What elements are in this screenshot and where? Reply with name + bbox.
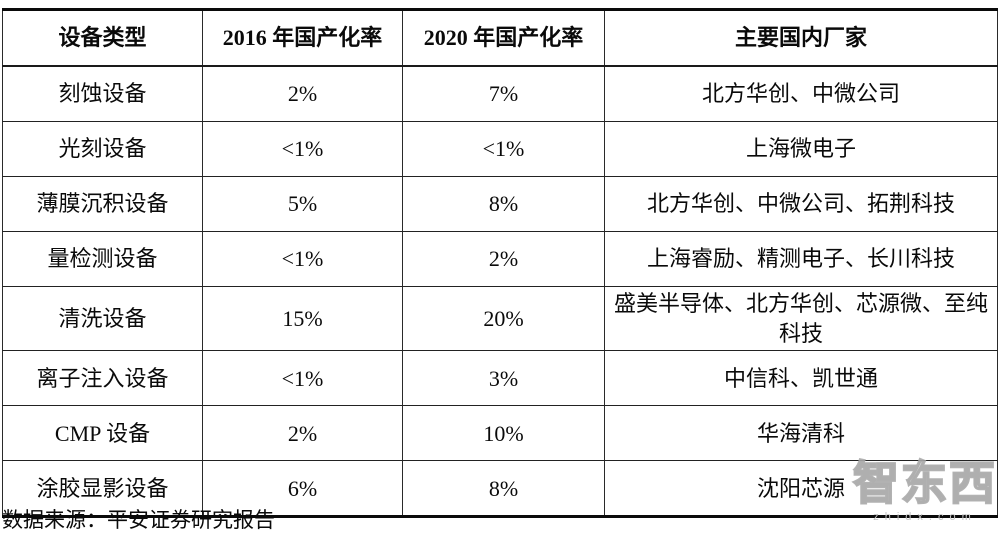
table-row: 清洗设备 15% 20% 盛美半导体、北方华创、芯源微、至纯科技: [2, 285, 998, 352]
cell-rate-2016: <1%: [202, 350, 403, 407]
cell-equipment-type: 刻蚀设备: [2, 65, 203, 122]
cell-rate-2020: 8%: [402, 176, 605, 232]
header-row: 设备类型 2016 年国产化率 2020 年国产化率 主要国内厂家: [2, 9, 998, 67]
cell-rate-2016: 2%: [202, 405, 403, 462]
table-row: 量检测设备 <1% 2% 上海睿励、精测电子、长川科技: [2, 231, 998, 287]
cell-equipment-type: 清洗设备: [2, 285, 203, 352]
cell-rate-2016: 15%: [202, 285, 403, 352]
cell-rate-2016: <1%: [202, 231, 403, 287]
cell-vendors: 北方华创、中微公司: [604, 65, 998, 122]
cell-vendors: 盛美半导体、北方华创、芯源微、至纯科技: [604, 285, 998, 352]
cell-equipment-type: CMP 设备: [2, 405, 203, 462]
cell-rate-2016: 2%: [202, 65, 403, 122]
cell-vendors: 华海清科: [604, 405, 998, 462]
cell-equipment-type: 薄膜沉积设备: [2, 176, 203, 232]
cell-vendors: 上海微电子: [604, 121, 998, 177]
cell-equipment-type: 涂胶显影设备: [2, 460, 203, 518]
cell-vendors: 沈阳芯源: [604, 460, 998, 518]
table-row: 涂胶显影设备 6% 8% 沈阳芯源: [2, 460, 998, 518]
table-row: CMP 设备 2% 10% 华海清科: [2, 405, 998, 462]
cell-rate-2016: 5%: [202, 176, 403, 232]
cell-rate-2020: 20%: [402, 285, 605, 352]
cell-equipment-type: 量检测设备: [2, 231, 203, 287]
equipment-localization-table: 设备类型 2016 年国产化率 2020 年国产化率 主要国内厂家 刻蚀设备 2…: [2, 8, 998, 519]
cell-vendors: 北方华创、中微公司、拓荆科技: [604, 176, 998, 232]
table-row: 光刻设备 <1% <1% 上海微电子: [2, 121, 998, 177]
cell-rate-2016: <1%: [202, 121, 403, 177]
cell-rate-2020: 8%: [402, 460, 605, 518]
cell-rate-2016: 6%: [202, 460, 403, 518]
cell-rate-2020: <1%: [402, 121, 605, 177]
table-row: 薄膜沉积设备 5% 8% 北方华创、中微公司、拓荆科技: [2, 176, 998, 232]
cell-rate-2020: 7%: [402, 65, 605, 122]
cell-vendors: 上海睿励、精测电子、长川科技: [604, 231, 998, 287]
cell-rate-2020: 3%: [402, 350, 605, 407]
data-source-note: 数据来源：平安证券研究报告: [2, 508, 275, 532]
col-header-rate-2020: 2020 年国产化率: [402, 9, 605, 67]
cell-equipment-type: 离子注入设备: [2, 350, 203, 407]
cell-equipment-type: 光刻设备: [2, 121, 203, 177]
col-header-vendors: 主要国内厂家: [604, 9, 998, 67]
table-row: 刻蚀设备 2% 7% 北方华创、中微公司: [2, 65, 998, 122]
col-header-equipment-type: 设备类型: [2, 9, 203, 67]
col-header-rate-2016: 2016 年国产化率: [202, 9, 403, 67]
table-row: 离子注入设备 <1% 3% 中信科、凯世通: [2, 350, 998, 407]
cell-rate-2020: 2%: [402, 231, 605, 287]
cell-rate-2020: 10%: [402, 405, 605, 462]
cell-vendors: 中信科、凯世通: [604, 350, 998, 407]
